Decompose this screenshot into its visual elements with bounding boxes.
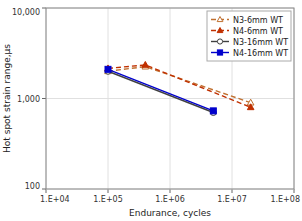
data-point: [142, 61, 149, 67]
legend-marker: [217, 50, 222, 55]
tick: [42, 98, 46, 99]
tick: [46, 189, 47, 193]
legend-marker: [217, 28, 223, 33]
tick: [170, 189, 171, 193]
data-point: [247, 104, 254, 110]
tick-label: 10,000: [12, 8, 40, 17]
legend-label: N3-6mm WT: [233, 16, 283, 25]
legend-marker: [217, 39, 222, 44]
tick-label: 1.E+06: [155, 195, 185, 204]
legend-box: [207, 11, 291, 61]
frame: [46, 8, 294, 189]
tick: [294, 189, 295, 193]
tick: [108, 189, 109, 193]
series-line: [108, 71, 213, 112]
data-group: [105, 61, 254, 115]
x-axis-label: Endurance, cycles: [129, 208, 211, 218]
series-line: [108, 65, 251, 107]
tick-label: 1.E+04: [40, 195, 70, 204]
tick-label: 1.E+05: [93, 195, 123, 204]
series-line: [108, 69, 213, 111]
tick-label: 100: [25, 182, 40, 191]
tick-label: 1,000: [17, 95, 40, 104]
chart: 1.E+04 1.E+05 1.E+06 1.E+07 1.E+08 100 1,000 10…: [0, 0, 302, 221]
legend: N3-6mm WT N4-6mm WT N3-16mm WT N4-16mm WT: [207, 11, 291, 61]
grid-line: [46, 98, 294, 99]
data-point: [210, 108, 216, 114]
y-axis-label: Hot spot strain range,μs: [2, 44, 12, 153]
legend-label: N4-16mm WT: [233, 49, 288, 58]
tick: [232, 189, 233, 193]
legend-marker: [217, 17, 223, 22]
tick: [42, 8, 46, 9]
legend-label: N3-16mm WT: [233, 38, 288, 47]
tick-label: 1.E+07: [217, 195, 247, 204]
legend-label: N4-6mm WT: [233, 27, 283, 36]
tick: [42, 189, 46, 190]
data-point: [105, 66, 111, 72]
tick-label: 1.E+08: [270, 195, 300, 204]
plot-area: [46, 8, 294, 189]
